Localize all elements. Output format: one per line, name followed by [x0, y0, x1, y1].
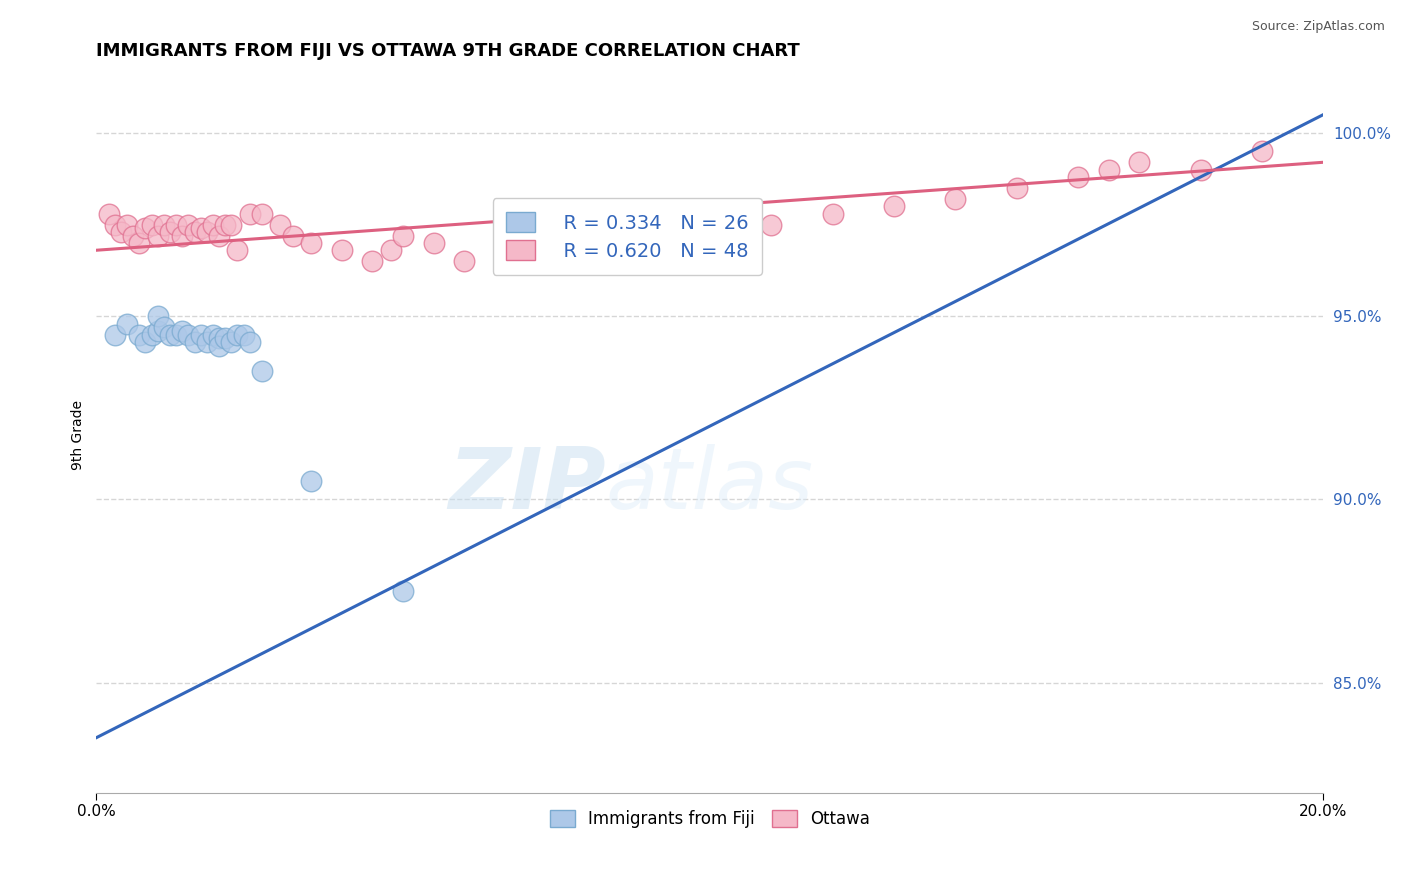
Point: [190, 327, 212, 342]
Point: [232, 327, 254, 342]
Point: [134, 221, 156, 235]
Point: [172, 228, 194, 243]
Point: [141, 218, 163, 232]
Point: [153, 218, 176, 232]
Point: [159, 327, 181, 342]
Point: [208, 228, 231, 243]
Text: atlas: atlas: [606, 444, 814, 527]
Point: [190, 221, 212, 235]
Point: [299, 235, 322, 250]
Point: [239, 206, 262, 220]
Point: [104, 327, 127, 342]
Point: [201, 218, 224, 232]
Point: [195, 334, 218, 349]
Point: [128, 327, 150, 342]
Text: Source: ZipAtlas.com: Source: ZipAtlas.com: [1251, 20, 1385, 33]
Point: [115, 317, 138, 331]
Point: [515, 244, 537, 258]
Point: [221, 334, 243, 349]
Point: [699, 206, 721, 220]
Point: [221, 218, 243, 232]
Point: [141, 327, 163, 342]
Point: [943, 192, 966, 206]
Point: [183, 225, 205, 239]
Point: [208, 331, 231, 345]
Point: [821, 206, 844, 220]
Text: IMMIGRANTS FROM FIJI VS OTTAWA 9TH GRADE CORRELATION CHART: IMMIGRANTS FROM FIJI VS OTTAWA 9TH GRADE…: [97, 42, 800, 60]
Point: [392, 584, 415, 599]
Point: [576, 235, 599, 250]
Point: [453, 254, 475, 268]
Point: [250, 206, 273, 220]
Point: [269, 218, 291, 232]
Point: [208, 338, 231, 352]
Text: ZIP: ZIP: [449, 444, 606, 527]
Point: [146, 309, 169, 323]
Point: [134, 334, 156, 349]
Point: [1189, 162, 1212, 177]
Point: [883, 199, 905, 213]
Point: [146, 228, 169, 243]
Point: [226, 327, 249, 342]
Point: [392, 228, 415, 243]
Point: [1128, 155, 1150, 169]
Point: [195, 225, 218, 239]
Point: [1067, 169, 1090, 184]
Point: [159, 225, 181, 239]
Point: [299, 474, 322, 488]
Point: [177, 327, 200, 342]
Point: [214, 218, 236, 232]
Point: [281, 228, 304, 243]
Point: [637, 225, 659, 239]
Point: [177, 218, 200, 232]
Point: [380, 244, 402, 258]
Point: [172, 324, 194, 338]
Y-axis label: 9th Grade: 9th Grade: [72, 401, 86, 470]
Point: [97, 206, 120, 220]
Point: [423, 235, 446, 250]
Point: [122, 228, 145, 243]
Point: [759, 218, 782, 232]
Point: [128, 235, 150, 250]
Point: [330, 244, 353, 258]
Point: [201, 327, 224, 342]
Point: [606, 218, 628, 232]
Point: [153, 320, 176, 334]
Point: [239, 334, 262, 349]
Point: [226, 244, 249, 258]
Point: [1251, 145, 1274, 159]
Point: [165, 327, 187, 342]
Point: [146, 324, 169, 338]
Point: [183, 334, 205, 349]
Point: [165, 218, 187, 232]
Point: [110, 225, 132, 239]
Legend: Immigrants from Fiji, Ottawa: Immigrants from Fiji, Ottawa: [543, 803, 876, 834]
Point: [1005, 181, 1028, 195]
Point: [250, 364, 273, 378]
Point: [115, 218, 138, 232]
Point: [214, 331, 236, 345]
Point: [1097, 162, 1119, 177]
Point: [104, 218, 127, 232]
Point: [361, 254, 384, 268]
